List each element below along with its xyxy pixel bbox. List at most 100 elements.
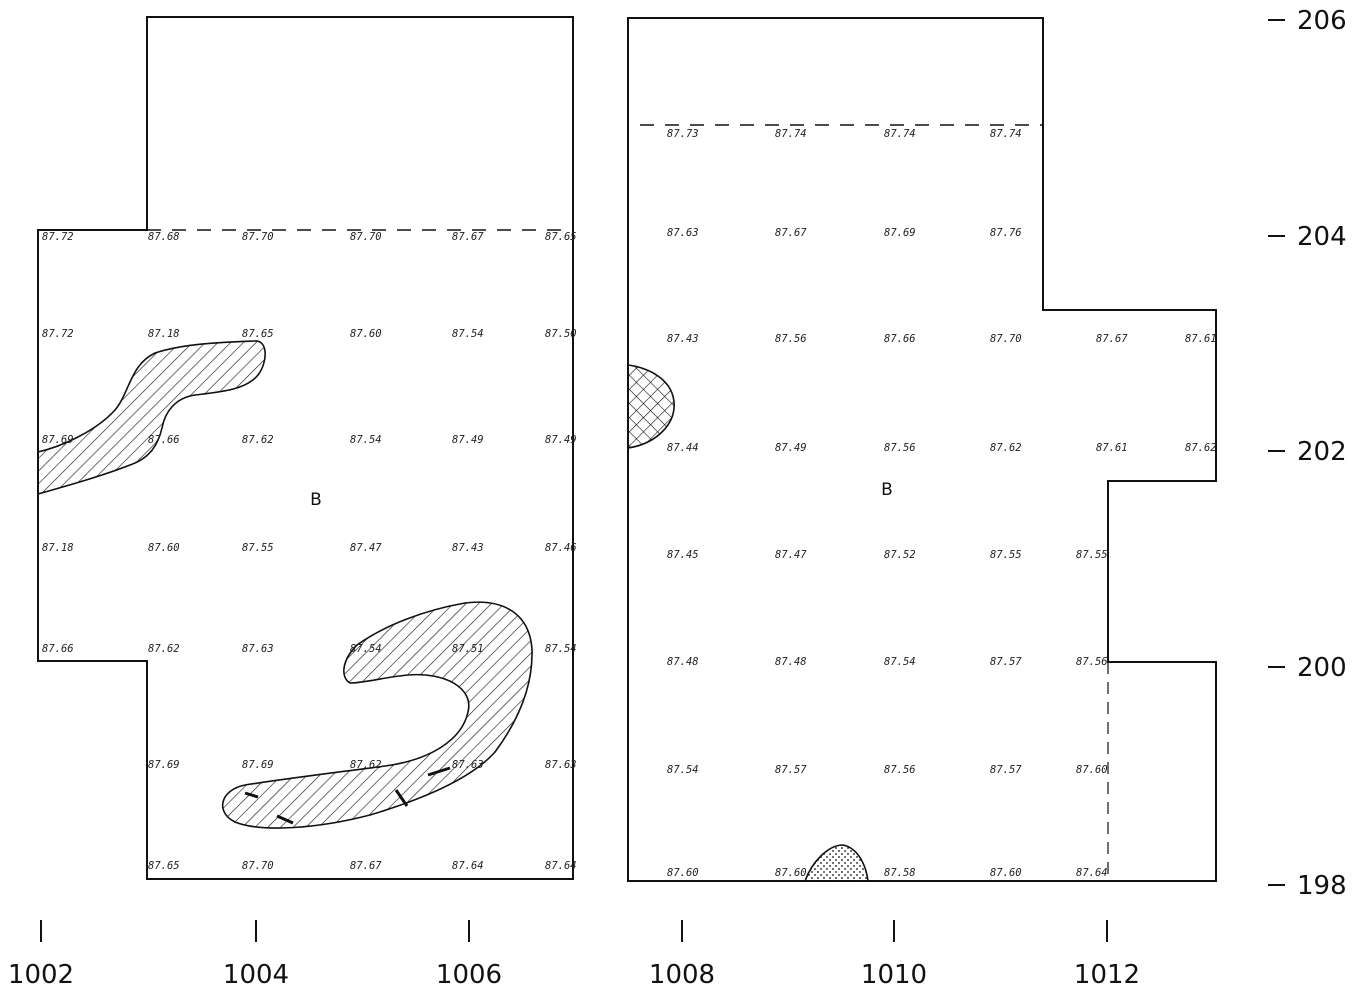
elevation-label: 87.60 [1076,764,1108,776]
elevation-label: 87.54 [545,643,577,655]
left-trench-elevations: 87.72 87.68 87.70 87.70 87.67 87.65 87.72 87.18… [42,231,577,872]
elevation-label: 87.70 [242,860,274,872]
elevation-label: 87.18 [148,328,180,340]
elevation-label: 87.44 [667,442,699,454]
zone-label-left: B [310,490,322,510]
elevation-label: 87.63 [242,643,274,655]
elevation-label: 87.55 [242,542,274,554]
easting-axis: 1002 1004 1006 1008 1010 1012 [8,920,1140,990]
elevation-label: 87.52 [884,549,916,561]
elevation-label: 87.54 [350,643,382,655]
right-trench-outline [627,17,1217,882]
right-trench-elevations: 87.73 87.74 87.74 87.74 87.63 87.67 87.69 87.76… [667,128,1217,879]
elevation-label: 87.70 [242,231,274,243]
elevation-label: 87.67 [350,860,382,872]
elevation-label: 87.58 [884,867,916,879]
crosshatched-feature [627,364,675,449]
disturbance-marks [244,766,451,825]
elevation-label: 87.60 [990,867,1022,879]
elevation-label: 87.54 [452,328,484,340]
elevation-label: 87.68 [148,231,180,243]
elevation-label: 87.54 [667,764,699,776]
stippled-feature [803,844,869,882]
elevation-label: 87.61 [1185,333,1217,345]
elevation-label: 87.62 [242,434,274,446]
elevation-label: 87.65 [242,328,274,340]
zone-label-right: B [881,480,893,500]
elevation-label: 87.63 [545,759,577,771]
elevation-label: 87.48 [775,656,807,668]
elevation-label: 87.72 [42,231,74,243]
elevation-label: 87.54 [884,656,916,668]
elevation-label: 87.69 [148,759,180,771]
elevation-label: 87.18 [42,542,74,554]
elevation-label: 87.73 [667,128,699,140]
elevation-label: 87.64 [1076,867,1108,879]
elevation-label: 87.66 [148,434,180,446]
northing-tick-label: 204 [1297,222,1347,252]
elevation-label: 87.56 [884,442,916,454]
elevation-label: 87.62 [350,759,382,771]
elevation-label: 87.48 [667,656,699,668]
elevation-label: 87.70 [990,333,1022,345]
elevation-label: 87.74 [775,128,807,140]
elevation-label: 87.57 [990,764,1022,776]
elevation-label: 87.62 [990,442,1022,454]
elevation-label: 87.55 [1076,549,1108,561]
left-trench-outline [37,16,574,880]
hatched-feature-south [221,601,533,829]
elevation-label: 87.57 [775,764,807,776]
elevation-label: 87.72 [42,328,74,340]
elevation-label: 87.47 [350,542,382,554]
elevation-label: 87.64 [545,860,577,872]
elevation-label: 87.55 [990,549,1022,561]
hatched-feature-north [37,340,266,496]
elevation-label: 87.49 [775,442,807,454]
northing-tick-label: 206 [1297,6,1347,36]
elevation-label: 87.49 [452,434,484,446]
easting-tick-label: 1006 [436,960,502,990]
elevation-label: 87.65 [545,231,577,243]
easting-tick-label: 1008 [649,960,715,990]
elevation-label: 87.63 [452,759,484,771]
elevation-label: 87.67 [1096,333,1128,345]
elevation-label: 87.62 [148,643,180,655]
elevation-label: 87.67 [775,227,807,239]
elevation-label: 87.43 [452,542,484,554]
northing-tick-label: 198 [1297,871,1347,901]
elevation-label: 87.60 [775,867,807,879]
elevation-label: 87.62 [1185,442,1217,454]
elevation-label: 87.69 [42,434,74,446]
elevation-label: 87.60 [350,328,382,340]
elevation-label: 87.51 [452,643,484,655]
elevation-label: 87.61 [1096,442,1128,454]
easting-tick-label: 1004 [223,960,289,990]
elevation-label: 87.70 [350,231,382,243]
elevation-label: 87.65 [148,860,180,872]
elevation-label: 87.74 [884,128,916,140]
northing-tick-label: 202 [1297,437,1347,467]
elevation-label: 87.66 [884,333,916,345]
elevation-label: 87.56 [1076,656,1108,668]
elevation-label: 87.54 [350,434,382,446]
elevation-label: 87.69 [242,759,274,771]
elevation-label: 87.57 [990,656,1022,668]
elevation-label: 87.56 [775,333,807,345]
elevation-label: 87.74 [990,128,1022,140]
elevation-label: 87.43 [667,333,699,345]
elevation-label: 87.49 [545,434,577,446]
elevation-label: 87.60 [148,542,180,554]
easting-tick-label: 1002 [8,960,74,990]
elevation-label: 87.46 [545,542,577,554]
elevation-label: 87.67 [452,231,484,243]
northing-axis: 206 204 202 200 198 [1268,6,1347,901]
elevation-label: 87.45 [667,549,699,561]
easting-tick-label: 1010 [861,960,927,990]
elevation-label: 87.66 [42,643,74,655]
elevation-label: 87.56 [884,764,916,776]
elevation-label: 87.76 [990,227,1022,239]
elevation-label: 87.60 [667,867,699,879]
northing-tick-label: 200 [1297,653,1347,683]
elevation-label: 87.47 [775,549,807,561]
elevation-label: 87.64 [452,860,484,872]
